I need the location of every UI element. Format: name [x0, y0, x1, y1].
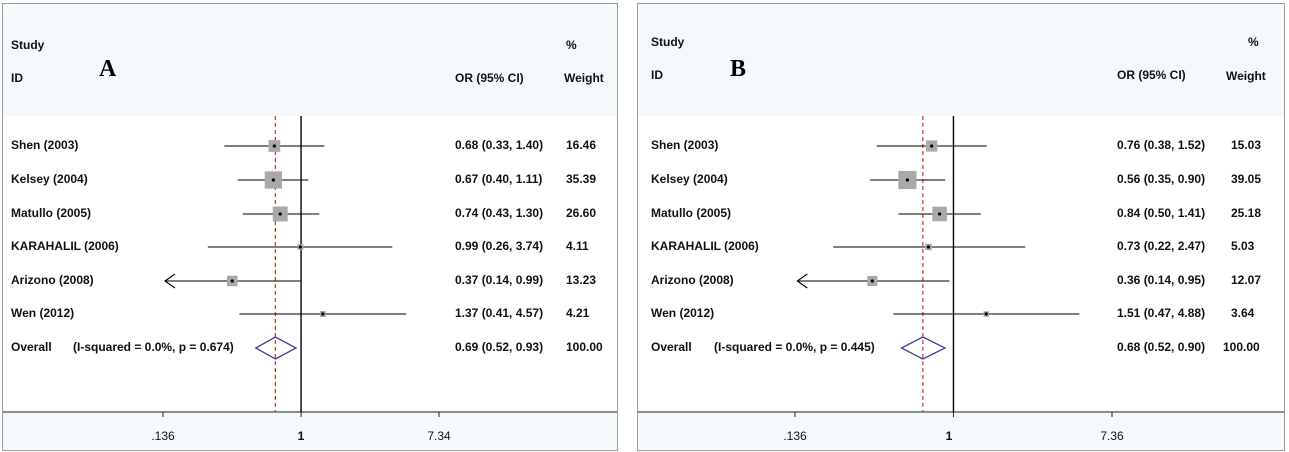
x-tick-label: 1 — [297, 429, 305, 443]
point-estimate — [870, 279, 874, 283]
forest-plot-panel-b: Study ID B OR (95% CI) % Weight Shen (20… — [637, 3, 1285, 451]
axis-background — [3, 410, 617, 450]
study-label: Shen (2003) — [651, 138, 719, 152]
x-tick-label: .136 — [151, 429, 175, 443]
point-estimate — [230, 279, 234, 283]
or-value: 0.76 (0.38, 1.52) — [1117, 138, 1206, 152]
or-value: 0.56 (0.35, 0.90) — [1117, 172, 1206, 186]
study-label: Arizono (2008) — [11, 273, 94, 287]
weight-value: 5.03 — [1231, 239, 1255, 253]
overall-heterogeneity: (I-squared = 0.0%, p = 0.445) — [714, 340, 875, 354]
or-value: 0.99 (0.26, 3.74) — [455, 239, 544, 253]
weight-value: 16.46 — [566, 138, 597, 152]
weight-value: 15.03 — [1231, 138, 1262, 152]
header-or: OR (95% CI) — [455, 71, 524, 85]
x-tick-label: 7.34 — [427, 429, 451, 443]
weight-value: 26.60 — [566, 206, 597, 220]
study-label: KARAHALIL (2006) — [651, 239, 759, 253]
point-estimate — [271, 178, 275, 182]
panel-letter: A — [99, 56, 117, 82]
point-estimate — [938, 212, 942, 216]
x-tick-label: 7.36 — [1100, 429, 1124, 443]
axis-background — [638, 410, 1284, 450]
study-label: Matullo (2005) — [11, 206, 92, 220]
overall-diamond — [254, 336, 298, 360]
point-estimate — [321, 312, 325, 316]
x-tick-label: .136 — [783, 429, 807, 443]
overall-heterogeneity: (I-squared = 0.0%, p = 0.674) — [73, 340, 234, 354]
weight-value: 13.23 — [566, 273, 597, 287]
point-estimate — [298, 245, 302, 249]
header-id: ID — [651, 68, 663, 82]
forest-plot-svg-a — [3, 116, 617, 417]
study-label: Kelsey (2004) — [651, 172, 728, 186]
weight-value: 12.07 — [1231, 273, 1262, 287]
point-estimate — [278, 212, 282, 216]
or-value: 0.74 (0.43, 1.30) — [455, 206, 544, 220]
study-label: KARAHALIL (2006) — [11, 239, 119, 253]
weight-value: 25.18 — [1231, 206, 1262, 220]
or-value: 0.36 (0.14, 0.95) — [1117, 273, 1206, 287]
point-estimate — [926, 245, 931, 249]
study-label: Kelsey (2004) — [11, 172, 88, 186]
forest-plot-svg-b — [638, 116, 1284, 417]
or-value: 0.67 (0.40, 1.11) — [455, 172, 543, 186]
study-label: Wen (2012) — [11, 306, 75, 320]
ci-arrow — [164, 273, 176, 289]
weight-value: 35.39 — [566, 172, 597, 186]
or-value: 0.84 (0.50, 1.41) — [1117, 206, 1206, 220]
header-study: Study — [11, 38, 45, 52]
or-value: 1.37 (0.41, 4.57) — [455, 306, 544, 320]
overall-label: Overall — [651, 340, 692, 354]
or-value: 1.51 (0.47, 4.88) — [1117, 306, 1206, 320]
study-label: Shen (2003) — [11, 138, 79, 152]
point-estimate — [272, 144, 276, 148]
point-estimate — [984, 312, 988, 316]
study-label: Wen (2012) — [651, 306, 715, 320]
weight-value: 4.21 — [566, 306, 590, 320]
header-background — [638, 4, 1284, 116]
forest-plot-panel-a: Study ID A OR (95% CI) % Weight Shen (20… — [2, 3, 618, 451]
weight-value: 4.11 — [566, 239, 589, 253]
header-percent: % — [566, 38, 577, 52]
panel-letter: B — [730, 56, 747, 82]
study-label: Arizono (2008) — [651, 273, 734, 287]
ci-arrow — [796, 273, 808, 289]
or-value: 0.37 (0.14, 0.99) — [455, 273, 544, 287]
weight-value: 3.64 — [1231, 306, 1255, 320]
x-tick-label: 1 — [945, 429, 953, 443]
or-value: 0.73 (0.22, 2.47) — [1117, 239, 1206, 253]
weight-value: 39.05 — [1231, 172, 1262, 186]
header-id: ID — [11, 71, 23, 85]
header-weight: Weight — [564, 71, 604, 85]
header-background — [3, 4, 617, 116]
point-estimate — [930, 144, 934, 148]
header-weight: Weight — [1226, 69, 1266, 83]
overall-or-value: 0.69 (0.52, 0.93) — [455, 340, 544, 354]
overall-or-value: 0.68 (0.52, 0.90) — [1117, 340, 1206, 354]
header-percent: % — [1248, 35, 1259, 49]
or-value: 0.68 (0.33, 1.40) — [455, 138, 544, 152]
overall-label: Overall — [11, 340, 52, 354]
overall-weight-value: 100.00 — [566, 340, 603, 354]
study-label: Matullo (2005) — [651, 206, 732, 220]
header-or: OR (95% CI) — [1117, 68, 1186, 82]
header-study: Study — [651, 35, 685, 49]
point-estimate — [905, 178, 910, 182]
overall-weight-value: 100.00 — [1223, 340, 1260, 354]
overall-diamond — [900, 336, 947, 360]
